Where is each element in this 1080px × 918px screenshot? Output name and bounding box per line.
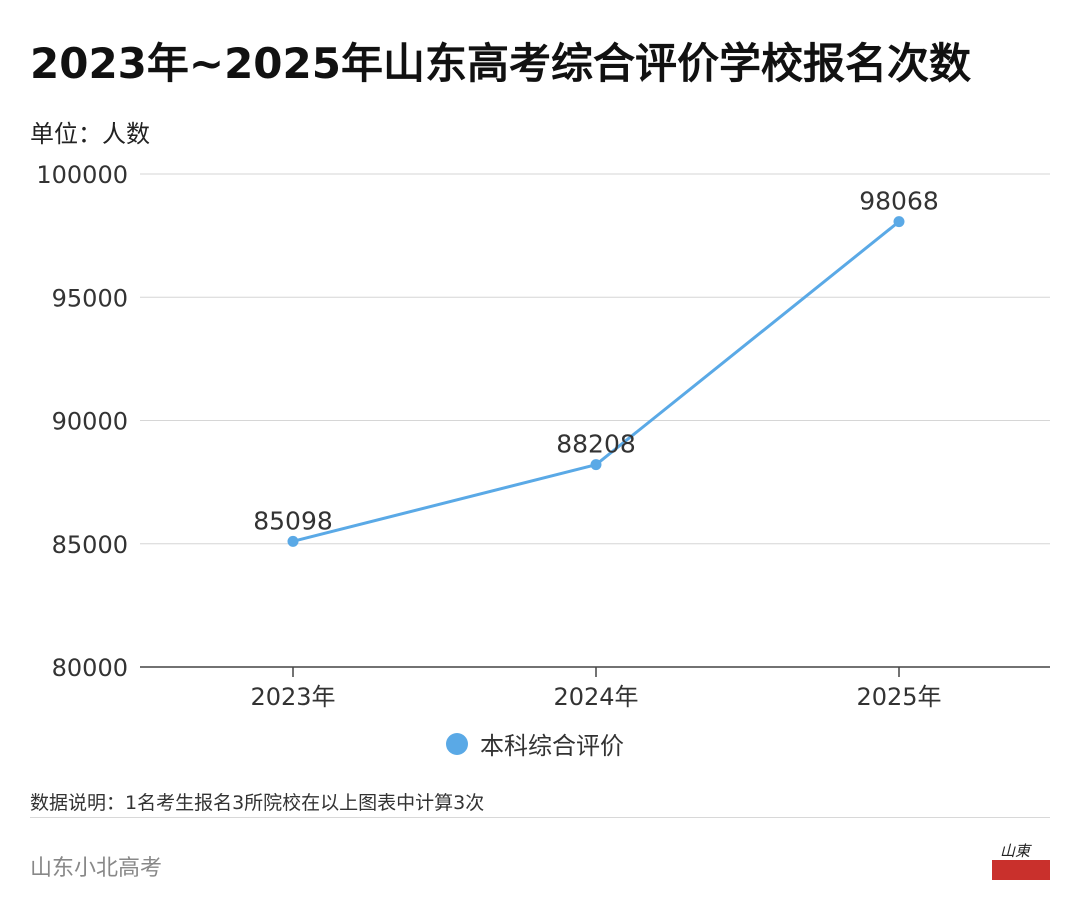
data-point	[590, 459, 602, 471]
data-point	[893, 216, 905, 228]
y-tick-label: 85000	[52, 531, 128, 559]
y-tick-label: 80000	[52, 654, 128, 682]
line-chart: 80000 85000 90000 95000 100000 2023年 2024年 2025…	[36, 161, 1050, 711]
page-title: 2023年~2025年山东高考综合评价学校报名次数	[30, 39, 971, 88]
legend-marker-icon	[446, 732, 468, 755]
data-label: 88208	[556, 430, 636, 459]
unit-label: 单位：人数	[30, 120, 150, 148]
data-note: 数据说明：1名考生报名3所院校在以上图表中计算3次	[30, 792, 485, 814]
footer-divider	[30, 817, 1050, 818]
x-tick-label: 2024年	[553, 683, 638, 711]
shandong-xiaobei-logo-icon: 山東	[992, 840, 1050, 884]
data-label: 85098	[253, 506, 333, 535]
source-label: 山东小北高考	[30, 856, 163, 881]
y-tick-label: 100000	[36, 161, 128, 189]
data-point	[287, 535, 299, 547]
legend-label: 本科综合评价	[480, 732, 624, 760]
x-tick-label: 2025年	[856, 683, 941, 711]
series-line	[292, 220, 900, 543]
y-tick-label: 90000	[52, 408, 128, 436]
data-label: 98068	[859, 187, 939, 216]
chart-legend: 本科综合评价	[446, 726, 624, 761]
x-tick-label: 2023年	[250, 683, 335, 711]
y-tick-label: 95000	[52, 284, 128, 312]
